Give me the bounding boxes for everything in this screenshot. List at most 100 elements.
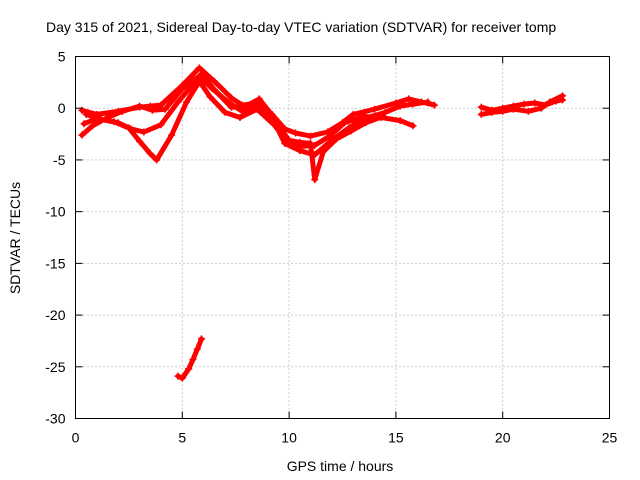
chart-title: Day 315 of 2021, Sidereal Day-to-day VTE… — [46, 19, 556, 35]
data-point — [210, 86, 218, 94]
x-tick-label: 20 — [495, 430, 511, 446]
data-point — [277, 125, 285, 133]
data-point — [193, 345, 201, 353]
y-tick-label: -15 — [45, 255, 65, 271]
data-point — [161, 105, 169, 113]
data-point — [89, 122, 97, 130]
data-point — [183, 98, 191, 106]
data-point — [178, 374, 186, 382]
data-point — [341, 119, 349, 127]
data-point — [93, 115, 101, 123]
data-point — [185, 365, 193, 373]
data-point — [178, 85, 186, 93]
data-point — [347, 127, 355, 135]
data-point — [127, 125, 135, 133]
data-point — [332, 135, 340, 143]
data-point — [189, 80, 197, 88]
data-point — [531, 99, 539, 107]
data-point — [157, 121, 165, 129]
data-point — [136, 102, 144, 110]
y-tick-label: -10 — [45, 204, 65, 220]
data-point — [146, 150, 154, 158]
data-point — [326, 132, 334, 140]
data-point — [319, 148, 327, 156]
data-point — [236, 114, 244, 122]
data-point — [221, 108, 229, 116]
data-point — [324, 128, 332, 136]
y-tick-label: -20 — [45, 307, 65, 323]
data-point — [174, 98, 182, 106]
data-point — [210, 77, 218, 85]
data-point — [136, 137, 144, 145]
data-point — [198, 70, 206, 78]
data-point — [396, 117, 404, 125]
data-point — [488, 108, 496, 116]
x-tick-label: 15 — [388, 430, 404, 446]
data-point — [80, 120, 88, 128]
data-point — [520, 100, 528, 108]
series-line-3 — [83, 78, 416, 163]
data-point — [253, 105, 261, 113]
data-point — [311, 176, 319, 184]
data-point — [477, 110, 485, 118]
data-point — [292, 129, 300, 137]
data-point — [148, 106, 156, 114]
data-point — [227, 94, 235, 102]
y-tick-label: -30 — [45, 411, 65, 427]
series-line-5 — [175, 336, 204, 381]
axis-ticks: 0 5 10 15 20 25 5 0 -5 -10 -15 -20 -25 -30 — [45, 49, 617, 446]
data-point — [227, 103, 235, 111]
data-point — [189, 356, 197, 364]
data-point — [349, 110, 357, 118]
data-point — [206, 93, 214, 101]
data-point — [266, 108, 274, 116]
data-point — [477, 103, 485, 111]
data-point — [78, 131, 86, 139]
data-point — [499, 107, 507, 115]
data-point — [371, 105, 379, 113]
data-point — [238, 107, 246, 115]
data-point — [110, 118, 118, 126]
y-axis-label: SDTVAR / TECUs — [7, 182, 23, 294]
data-point — [306, 132, 314, 140]
data-point — [168, 131, 176, 139]
data-point — [409, 100, 417, 108]
data-series — [78, 64, 567, 382]
data-point — [242, 102, 250, 110]
data-point — [424, 98, 432, 106]
data-point — [153, 156, 161, 164]
data-point — [198, 335, 206, 343]
data-point — [559, 92, 567, 100]
data-point — [381, 108, 389, 116]
x-tick-label: 10 — [281, 430, 297, 446]
data-point — [296, 138, 304, 146]
data-point — [306, 139, 314, 147]
plot-frame — [75, 56, 610, 419]
data-point — [174, 372, 182, 380]
data-point — [509, 105, 517, 113]
data-point — [195, 64, 203, 72]
data-point — [524, 107, 532, 115]
data-point — [285, 136, 293, 144]
data-point — [82, 110, 90, 118]
y-tick-label: 5 — [58, 49, 66, 65]
data-point — [362, 119, 370, 127]
data-point — [396, 102, 404, 110]
data-point — [430, 101, 438, 109]
x-tick-label: 0 — [72, 430, 80, 446]
data-point — [118, 107, 126, 115]
data-point — [409, 122, 417, 130]
y-tick-label: -25 — [45, 359, 65, 375]
x-tick-label: 25 — [602, 430, 618, 446]
data-point — [140, 128, 148, 136]
data-point — [537, 104, 545, 112]
data-point — [405, 95, 413, 103]
x-axis-label: GPS time / hours — [287, 458, 394, 474]
y-tick-label: -5 — [53, 152, 66, 168]
data-point — [546, 98, 554, 106]
data-point — [255, 95, 263, 103]
y-tick-label: 0 — [58, 100, 66, 116]
data-point — [360, 112, 368, 120]
data-point — [379, 112, 387, 120]
